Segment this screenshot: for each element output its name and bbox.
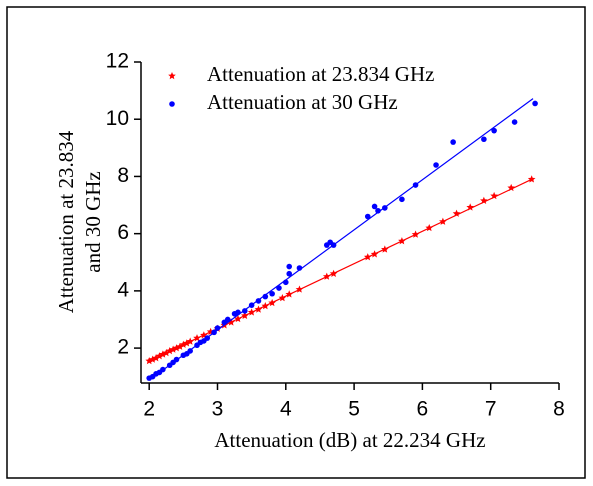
data-point [285,290,294,298]
data-point [276,285,282,291]
data-point [371,203,378,210]
x-axis-label: Attenuation (dB) at 22.234 GHz [214,428,485,452]
data-point [282,279,289,286]
data-point [452,209,461,217]
data-point [227,318,235,326]
y-tick-label: 6 [117,221,129,244]
data-point [248,302,255,308]
data-point [381,245,389,253]
data-point [152,354,160,362]
data-point [186,337,194,345]
legend-label: Attenuation at 30 GHz [207,90,398,114]
data-point [286,263,293,270]
data-point [204,335,211,341]
data-point [439,217,447,225]
data-point [160,366,166,373]
data-point [412,182,419,188]
data-point [179,340,188,348]
x-tick-label: 7 [485,398,497,421]
data-point [224,316,231,323]
data-point [255,298,262,304]
data-point [165,346,174,355]
data-point [172,344,181,352]
data-point [411,230,420,238]
data-point [162,348,171,357]
data-point [399,196,405,203]
data-point [382,205,388,211]
y-tick-label: 2 [117,336,129,359]
data-point [211,329,217,336]
data-point [242,308,248,314]
data-point [234,314,242,323]
data-point [155,352,164,360]
data-point [173,356,180,363]
x-tick-label: 6 [417,398,429,421]
data-point [363,253,372,261]
data-point [241,311,249,319]
data-point [329,269,338,277]
data-point [235,309,241,316]
data-point [491,127,497,134]
data-point [364,213,371,220]
y-tick-label: 8 [117,164,129,187]
y-tick-label: 4 [117,278,129,301]
data-point [511,119,518,125]
data-point [286,270,293,277]
data-point [532,100,538,107]
data-point [193,334,201,342]
x-tick-label: 8 [553,398,565,421]
x-tick-label: 3 [212,398,224,421]
data-point [507,183,515,192]
data-point [466,203,475,211]
data-point [433,162,439,168]
x-tick-label: 4 [280,398,292,421]
legend-marker [169,101,175,107]
data-point [182,339,191,347]
data-point [278,294,287,302]
data-point [159,350,167,358]
y-axis-label-line: and 30 GHz [81,171,105,272]
data-point [425,223,434,232]
data-point [370,250,379,258]
legend-marker [168,72,176,80]
y-axis-label-line: Attenuation at 23.834 [54,130,78,313]
x-tick-label: 2 [143,398,155,421]
data-point [480,196,488,204]
frame [6,6,586,479]
data-point [145,356,153,365]
data-point [330,242,337,248]
data-point [490,191,498,200]
data-point [261,302,270,310]
data-point [187,348,193,354]
data-point [169,345,177,353]
data-point [254,305,263,313]
data-point [176,342,184,350]
x-tick-label: 5 [348,398,360,421]
y-axis-label: Attenuation at 23.834 and 30 GHz [54,130,105,313]
data-point [295,285,304,293]
data-point [527,175,536,183]
data-point [450,139,456,145]
data-point [268,298,276,307]
data-point [296,265,303,271]
data-point [269,290,275,297]
data-point [322,272,331,280]
y-tick-label: 12 [106,50,129,73]
data-point [262,293,269,300]
data-point [375,207,381,214]
fit-line [148,178,534,362]
data-point [398,237,406,245]
legend-label: Attenuation at 23.834 GHz [207,62,434,86]
data-point [148,355,157,363]
y-tick-label: 10 [106,107,129,130]
data-point [214,325,221,331]
data-point [481,136,487,143]
data-point [247,308,256,316]
